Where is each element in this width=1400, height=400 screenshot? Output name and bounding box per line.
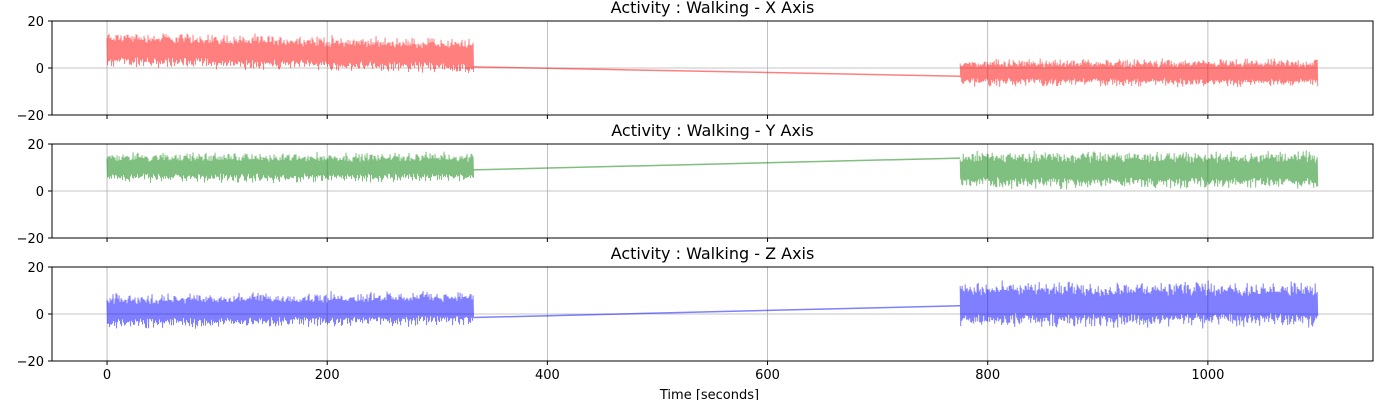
panel-3: −20 0 20 Activity : Walking - Z Axis	[17, 244, 1374, 370]
panel-title: Activity : Walking - X Axis	[611, 0, 815, 17]
signal-group	[106, 280, 1319, 329]
y-tick-label: 20	[27, 15, 44, 30]
y-tick-label: 20	[27, 261, 44, 276]
signal-segment-1	[106, 33, 475, 74]
x-tick-label: 800	[975, 368, 1000, 383]
series-connector-line	[473, 157, 961, 171]
signal-segment-2	[959, 58, 1319, 88]
signal-segment-1	[106, 151, 475, 184]
x-tick-label: 200	[315, 368, 340, 383]
x-tick-label: 600	[755, 368, 780, 383]
series-connector-line	[473, 305, 961, 319]
y-tick-label: 0	[36, 62, 44, 77]
x-axis-label: Time [seconds]	[659, 388, 759, 400]
signal-group	[106, 150, 1319, 190]
x-tick-label: 0	[103, 368, 111, 383]
panel-title: Activity : Walking - Z Axis	[611, 244, 815, 263]
y-tick-label: 20	[27, 138, 44, 153]
y-tick-label: −20	[17, 109, 44, 124]
y-tick-label: 0	[36, 185, 44, 200]
x-tick-label: 400	[535, 368, 560, 383]
signal-segment-1	[106, 291, 475, 329]
x-tick-label: 1000	[1191, 368, 1224, 383]
panel-title: Activity : Walking - Y Axis	[611, 121, 813, 140]
signal-segment-2	[959, 280, 1319, 329]
panel-1: −20 0 20 Activity : Walking - X Axis	[17, 0, 1374, 124]
series-connector-line	[473, 66, 961, 77]
panel-2: −20 0 20 Activity : Walking - Y Axis	[17, 121, 1374, 247]
signal-segment-2	[959, 150, 1319, 190]
signal-group	[106, 33, 1319, 88]
y-tick-label: −20	[17, 355, 44, 370]
y-tick-label: 0	[36, 308, 44, 323]
y-tick-label: −20	[17, 232, 44, 247]
